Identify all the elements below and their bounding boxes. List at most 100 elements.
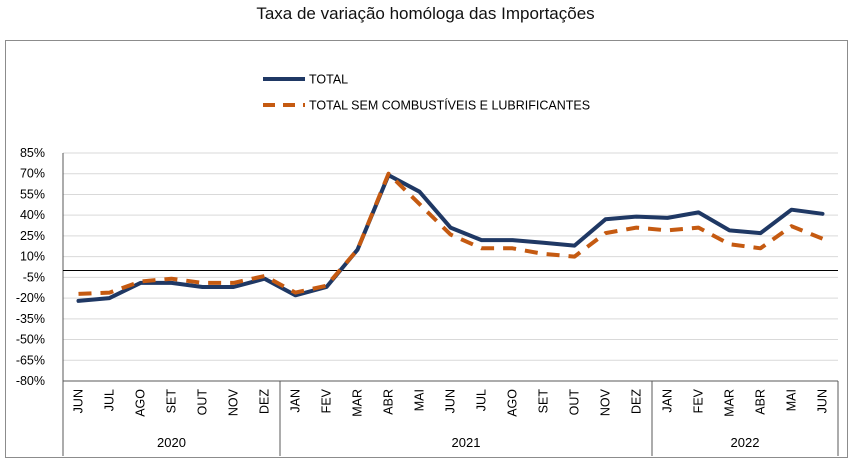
gridlines [63,152,838,382]
year-label: 2020 [157,435,186,450]
data-point [264,278,265,279]
y-tick-label: -35% [16,312,45,326]
data-point [698,227,699,228]
data-point [760,233,761,234]
data-point [729,244,730,245]
x-tick-label: AGO [506,389,520,417]
x-tick-label: AGO [134,389,148,417]
x-tick-label: JAN [289,389,303,413]
x-tick-label: FEV [692,388,706,413]
data-point [667,230,668,231]
y-tick-label: -80% [16,374,45,388]
x-tick-label: OUT [196,389,210,416]
data-point [78,300,79,301]
series-line-total-sem-combustiveis [78,171,824,296]
y-axis-ticks: 85% 70% 55% 40% 25% 10% -5% -20% -35% -50% -65% -80… [16,146,45,388]
year-label: 2021 [452,435,481,450]
data-point [450,234,451,235]
data-point [264,275,265,276]
x-tick-label: MAI [413,389,427,411]
data-point [822,238,823,239]
data-point [419,204,420,205]
x-tick-label: DEZ [258,389,272,414]
data-point [357,249,358,250]
data-point [326,287,327,288]
x-tick-label: ABR [754,389,768,415]
x-tick-label: JUN [444,389,458,413]
data-point [295,292,296,293]
data-point [605,219,606,220]
data-point [450,227,451,228]
year-label: 2022 [731,435,760,450]
data-point [202,282,203,283]
data-point [791,209,792,210]
legend-label: TOTAL SEM COMBUSTÍVEIS E LUBRIFICANTES [309,98,590,113]
data-point [729,230,730,231]
data-point [233,287,234,288]
data-point [202,287,203,288]
legend-label: TOTAL [309,73,348,87]
x-axis-ticks: 2020 2021 2022 JUN JUL AGO SET OUT NOV DEZ JAN FEV M… [72,388,830,450]
x-tick-label: DEZ [630,389,644,414]
x-tick-label: MAR [351,389,365,417]
data-point [326,285,327,286]
data-point [481,240,482,241]
data-point [295,295,296,296]
data-point [233,282,234,283]
data-point [171,282,172,283]
data-point [481,248,482,249]
y-tick-label: 10% [20,250,45,264]
y-tick-label: -20% [16,291,45,305]
data-point [760,248,761,249]
data-point [822,213,823,214]
x-tick-label: FEV [320,388,334,413]
x-tick-label: JUN [72,389,86,413]
x-tick-label: MAR [723,389,737,417]
data-point [543,242,544,243]
data-point [512,240,513,241]
plot-frame [5,40,848,458]
data-point [636,227,637,228]
y-tick-label: 25% [20,229,45,243]
x-tick-label: JUN [816,389,830,413]
axes [62,153,839,456]
data-point [388,173,389,174]
x-tick-label: JUL [475,389,489,411]
x-tick-label: NOV [599,388,613,416]
data-point [791,226,792,227]
x-tick-label: JAN [661,389,675,413]
data-point [574,256,575,257]
x-tick-label: MAI [785,389,799,411]
data-point [419,191,420,192]
x-tick-label: OUT [568,389,582,416]
x-tick-label: NOV [227,388,241,416]
data-point [140,282,141,283]
y-tick-label: 40% [20,208,45,222]
y-tick-label: -50% [16,333,45,347]
y-tick-label: 55% [20,187,45,201]
data-point [543,253,544,254]
legend: TOTAL TOTAL SEM COMBUSTÍVEIS E LUBRIFICAN… [263,73,590,113]
y-tick-label: 70% [20,167,45,181]
data-point [78,293,79,294]
data-point [574,245,575,246]
x-tick-label: SET [537,389,551,414]
data-point [140,281,141,282]
x-tick-label: ABR [382,389,396,415]
data-point [605,233,606,234]
data-point [171,278,172,279]
data-point [109,292,110,293]
data-point [698,212,699,213]
data-point [636,216,637,217]
y-tick-label: -65% [16,353,45,367]
x-tick-label: SET [165,389,179,414]
x-tick-label: JUL [103,389,117,411]
y-tick-label: -5% [23,270,45,284]
series-lines [76,171,825,303]
chart-title: Taxa de variação homóloga das Importaçõe… [256,4,595,23]
series-line-total [76,173,825,303]
data-point [667,217,668,218]
y-tick-label: 85% [20,146,45,160]
data-point [109,298,110,299]
